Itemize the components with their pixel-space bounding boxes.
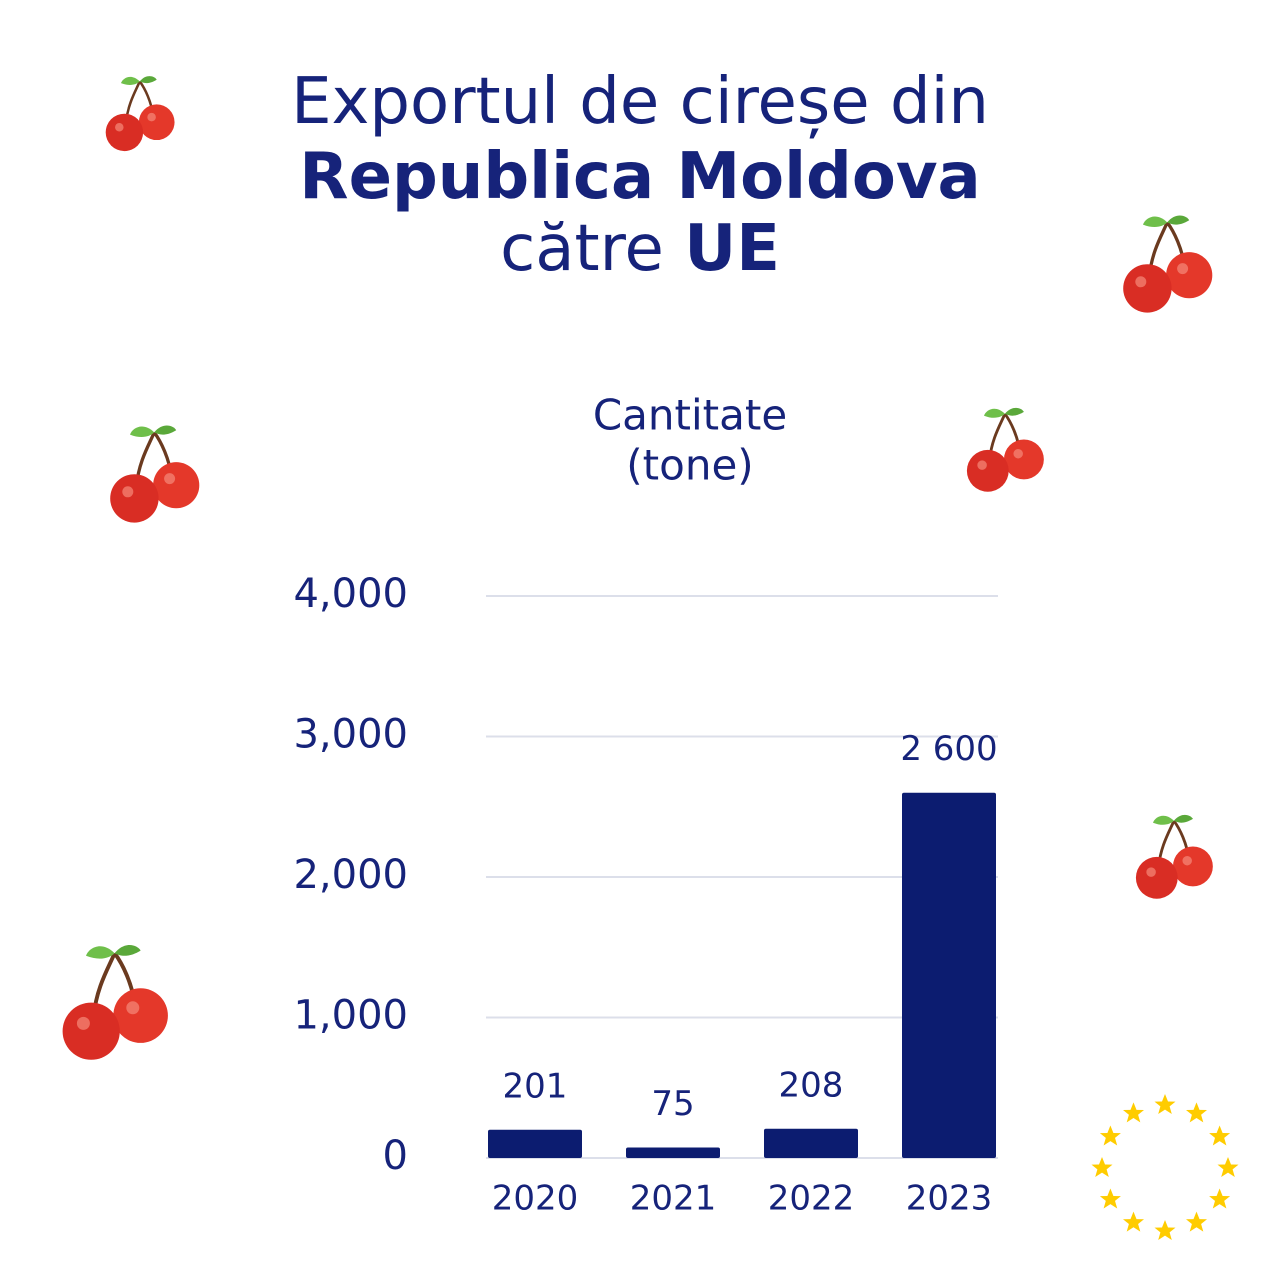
cherry-icon xyxy=(1121,213,1214,315)
data-label: 208 xyxy=(779,1065,844,1105)
chart-title-line: către UE xyxy=(500,212,780,286)
x-tick-label: 2022 xyxy=(768,1179,855,1219)
x-tick-label: 2020 xyxy=(492,1179,579,1219)
eu-stars xyxy=(1091,1094,1239,1240)
data-label: 201 xyxy=(503,1066,568,1106)
data-label: 75 xyxy=(651,1084,694,1124)
chart-title-line: Exportul de cireșe din xyxy=(291,65,989,139)
cherry-icon xyxy=(1134,813,1215,901)
chart-title-line: Republica Moldova xyxy=(299,140,980,214)
bar xyxy=(764,1128,858,1158)
title-segment: Exportul de cireșe din xyxy=(291,65,989,139)
y-tick-label: 3,000 xyxy=(293,712,408,758)
x-tick-label: 2023 xyxy=(906,1179,993,1219)
x-tick-label: 2021 xyxy=(630,1179,717,1219)
bar xyxy=(488,1129,582,1158)
bar xyxy=(626,1147,720,1158)
y-tick-label: 0 xyxy=(383,1133,408,1179)
title-segment: către xyxy=(500,212,684,286)
y-axis-label: Cantitate xyxy=(593,391,787,440)
cherry-icon xyxy=(60,943,170,1062)
y-tick-label: 4,000 xyxy=(293,571,408,617)
y-tick-label: 1,000 xyxy=(293,993,408,1039)
y-tick-label: 2,000 xyxy=(293,852,408,898)
data-label: 2 600 xyxy=(900,729,997,769)
bar xyxy=(902,792,996,1158)
cherry-icon xyxy=(104,74,176,153)
y-axis-label: (tone) xyxy=(626,441,753,490)
cherry-icon xyxy=(965,406,1046,494)
title-segment: Republica Moldova xyxy=(299,140,980,214)
cherry-icon xyxy=(108,423,201,525)
title-segment: UE xyxy=(684,212,780,286)
